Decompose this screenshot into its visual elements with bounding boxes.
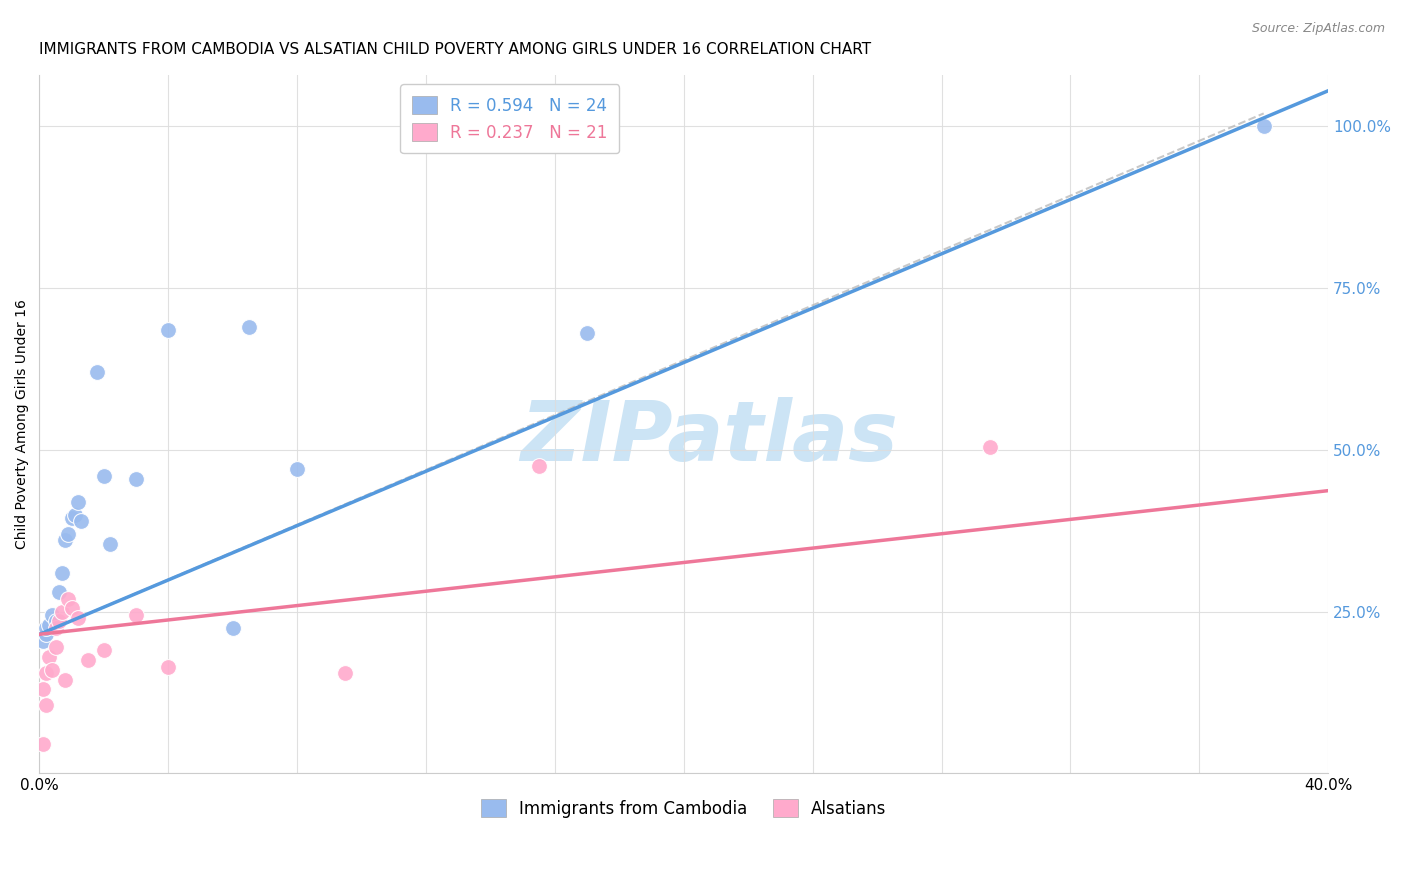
- Text: Source: ZipAtlas.com: Source: ZipAtlas.com: [1251, 22, 1385, 36]
- Point: [44, 615, 66, 629]
- Text: IMMIGRANTS FROM CAMBODIA VS ALSATIAN CHILD POVERTY AMONG GIRLS UNDER 16 CORRELAT: IMMIGRANTS FROM CAMBODIA VS ALSATIAN CHI…: [39, 42, 872, 57]
- Point: [53, 673, 76, 687]
- Point: [31, 737, 53, 751]
- Point: [44, 621, 66, 635]
- Point: [60, 511, 83, 525]
- Point: [70, 514, 93, 528]
- Point: [38, 617, 60, 632]
- Text: ZIPatlas: ZIPatlas: [520, 398, 898, 478]
- Point: [53, 533, 76, 548]
- Point: [48, 585, 70, 599]
- Point: [31, 633, 53, 648]
- Point: [58, 591, 80, 606]
- Point: [58, 527, 80, 541]
- Point: [35, 666, 58, 681]
- Point: [67, 494, 90, 508]
- Point: [86, 365, 108, 379]
- Point: [98, 537, 121, 551]
- Legend: Immigrants from Cambodia, Alsatians: Immigrants from Cambodia, Alsatians: [474, 792, 893, 824]
- Point: [38, 650, 60, 665]
- Point: [51, 566, 73, 580]
- Point: [93, 468, 115, 483]
- Point: [60, 601, 83, 615]
- Point: [576, 326, 599, 341]
- Point: [335, 666, 357, 681]
- Point: [93, 643, 115, 657]
- Point: [44, 640, 66, 655]
- Point: [51, 605, 73, 619]
- Point: [76, 653, 98, 667]
- Point: [35, 698, 58, 713]
- Point: [1253, 120, 1275, 134]
- Point: [31, 682, 53, 697]
- Point: [125, 472, 148, 486]
- Point: [157, 659, 180, 673]
- Point: [125, 607, 148, 622]
- Point: [41, 607, 63, 622]
- Point: [285, 462, 308, 476]
- Point: [67, 611, 90, 625]
- Point: [35, 627, 58, 641]
- Point: [35, 621, 58, 635]
- Point: [238, 320, 260, 334]
- Point: [157, 323, 180, 337]
- Point: [222, 621, 245, 635]
- Point: [48, 615, 70, 629]
- Point: [63, 508, 86, 522]
- Point: [527, 459, 550, 474]
- Y-axis label: Child Poverty Among Girls Under 16: Child Poverty Among Girls Under 16: [15, 299, 30, 549]
- Point: [41, 663, 63, 677]
- Point: [979, 440, 1001, 454]
